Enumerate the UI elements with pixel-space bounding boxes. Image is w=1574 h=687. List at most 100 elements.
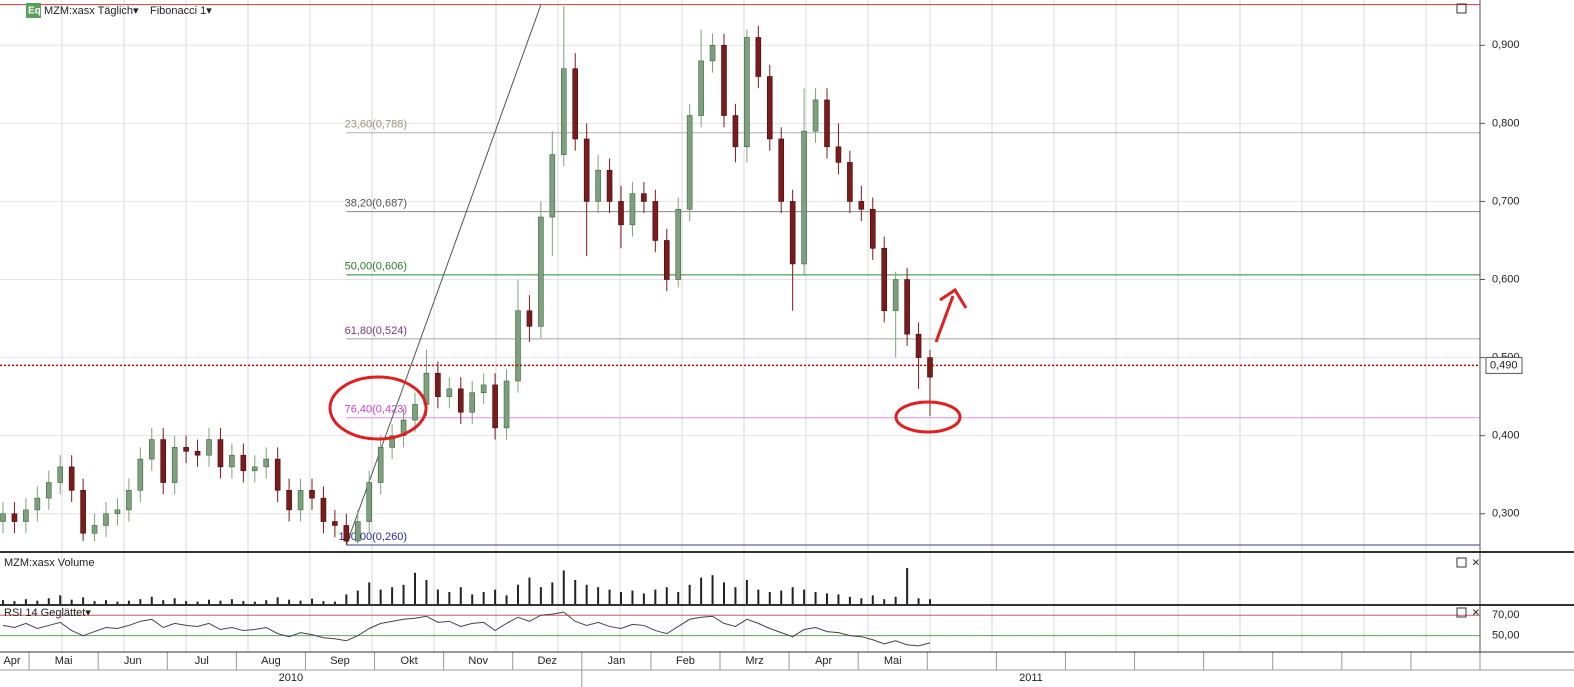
candle-body xyxy=(812,99,819,132)
volume-bar xyxy=(768,592,771,604)
candle-body xyxy=(183,447,189,452)
volume-bar xyxy=(402,584,405,604)
panel-title: MZM:xasx Volume xyxy=(4,557,94,569)
volume-bar xyxy=(608,589,611,604)
plot: 23,60(0,788) 38,20(0,687) 50,00(0,606) 61,8… xyxy=(0,4,1480,647)
volume-bar xyxy=(688,584,691,604)
candle-body xyxy=(23,509,29,522)
volume-bar xyxy=(642,593,645,604)
candle-body xyxy=(618,201,624,226)
close-button[interactable]: × xyxy=(1472,604,1480,619)
volume-bar xyxy=(894,596,897,604)
volume-bar xyxy=(436,589,439,604)
candle-body xyxy=(171,447,178,483)
candle-body xyxy=(892,279,899,312)
volume-bar xyxy=(356,590,359,604)
annotation-arrow xyxy=(934,287,968,343)
maximize-button[interactable] xyxy=(1456,3,1467,14)
x-tick-label: Mai xyxy=(884,655,902,667)
candle-body xyxy=(11,513,18,522)
candle-body xyxy=(114,509,121,515)
fib-label: 76,40(0,423) xyxy=(345,404,407,416)
candle-body xyxy=(595,169,601,202)
maximize-button[interactable] xyxy=(1456,607,1467,618)
candle-body xyxy=(560,68,567,155)
candle-body xyxy=(91,525,98,534)
volume-bar xyxy=(253,601,256,604)
volume-bar xyxy=(871,595,874,604)
volume-bar xyxy=(59,595,62,604)
candle-body xyxy=(332,521,338,526)
candle-body xyxy=(698,60,704,116)
x-tick-label: Dez xyxy=(537,655,557,667)
volume-bar xyxy=(860,598,863,604)
candle-body xyxy=(194,450,201,456)
candle-body xyxy=(217,439,224,468)
candle-body xyxy=(549,154,556,218)
candle-body xyxy=(663,240,670,280)
volume-bar xyxy=(299,600,302,604)
volume-bar xyxy=(723,582,725,604)
candle-body xyxy=(137,458,144,491)
x-tick-label: Mai xyxy=(55,655,73,667)
candle-body xyxy=(240,454,247,472)
volume-bar xyxy=(288,599,291,604)
candle-body xyxy=(744,37,750,148)
volume-bar xyxy=(562,570,565,604)
y-tick-label: 0,600 xyxy=(1492,273,1520,285)
candle-body xyxy=(927,357,933,378)
candle-body xyxy=(457,388,464,413)
volume-bar xyxy=(883,599,886,604)
candle-body xyxy=(263,458,270,468)
volume-bar xyxy=(848,596,851,604)
candle-body xyxy=(160,439,167,483)
y-tick-label: 0,700 xyxy=(1492,195,1520,207)
volume-bar xyxy=(597,587,600,604)
y-tick-label: 50,00 xyxy=(1492,630,1520,642)
candle-body xyxy=(766,76,773,140)
y-tick-label: 0,900 xyxy=(1492,39,1520,51)
volume-bar xyxy=(929,599,931,604)
candle-body xyxy=(492,384,498,429)
candle-body xyxy=(34,497,41,511)
year-label: 2011 xyxy=(1019,672,1043,684)
volume-bar xyxy=(459,587,462,604)
symbol-menu[interactable]: MZM:xasx Täglich▾ xyxy=(44,5,139,17)
volume-bar xyxy=(539,587,542,604)
candle-body xyxy=(572,68,579,140)
panel-title[interactable]: RSI 14 Geglättet▾ xyxy=(4,607,91,619)
candle-body xyxy=(858,201,865,210)
candle-body xyxy=(538,216,544,327)
study-menu[interactable]: Fibonacci 1▾ xyxy=(150,5,212,17)
volume-bar xyxy=(482,592,485,604)
volume-bar xyxy=(494,589,497,604)
candle-body xyxy=(675,208,682,280)
volume-bar xyxy=(745,580,748,604)
x-tick-label: Aug xyxy=(261,655,281,667)
x-tick-label: Jan xyxy=(607,655,625,667)
volume-bar xyxy=(814,592,817,604)
maximize-button[interactable] xyxy=(1456,557,1467,568)
y-tick-label: 0,400 xyxy=(1492,430,1520,442)
volume-bar xyxy=(528,577,531,604)
year-label: 2010 xyxy=(279,672,303,684)
volume-bar xyxy=(242,601,245,604)
volume-bar xyxy=(780,590,783,604)
candle-body xyxy=(801,130,807,265)
volume-bar xyxy=(173,598,176,604)
candle-body xyxy=(45,482,52,499)
close-button[interactable]: × xyxy=(1472,554,1480,569)
candle-body xyxy=(309,490,315,499)
volume-bar xyxy=(826,593,828,604)
volume-bar xyxy=(276,597,279,604)
candle-body xyxy=(446,388,453,397)
volume-bar xyxy=(196,601,199,604)
volume-bar xyxy=(70,599,73,604)
x-tick-label: Okt xyxy=(401,655,418,667)
volume-bar xyxy=(711,575,714,604)
volume-bar xyxy=(127,600,130,604)
candle-body xyxy=(0,513,6,522)
candle-body xyxy=(904,279,910,335)
